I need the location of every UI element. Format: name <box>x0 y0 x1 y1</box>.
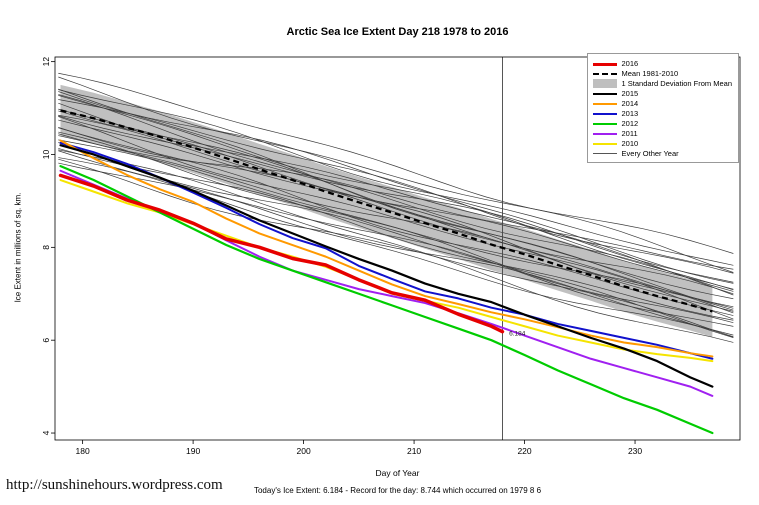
legend-item-2011: 2011 <box>592 128 732 138</box>
legend-swatch-icon <box>592 139 617 148</box>
legend-label: 2015 <box>621 88 639 98</box>
legend-label: Mean 1981-2010 <box>621 68 679 78</box>
legend-item-every-other-year: Every Other Year <box>592 148 732 158</box>
mean-1981-2010-line <box>60 109 713 313</box>
x-axis-ticks: 180 190 200 210 220 230 <box>76 440 642 456</box>
x-tick-label: 200 <box>296 446 310 456</box>
legend-swatch-icon <box>592 59 617 68</box>
y-tick-label: 8 <box>41 245 51 250</box>
x-axis-label: Day of Year <box>375 468 420 478</box>
legend-label: 1 Standard Deviation From Mean <box>621 78 732 88</box>
legend: 2016 Mean 1981-2010 1 Standard Deviation F… <box>586 53 739 163</box>
series-2014 <box>59 139 714 358</box>
plot-border <box>54 56 741 441</box>
legend-label: 2014 <box>621 98 639 108</box>
legend-item-2014: 2014 <box>592 98 732 108</box>
x-tick-label: 220 <box>517 446 531 456</box>
legend-label: 2012 <box>621 118 639 128</box>
legend-item-1-standard-deviation-from-mean: 1 Standard Deviation From Mean <box>592 78 732 88</box>
x-tick-label: 210 <box>407 446 421 456</box>
y-tick-label: 6 <box>41 338 51 343</box>
series-2015 <box>59 144 714 388</box>
legend-swatch-icon <box>592 69 617 78</box>
legend-item-2010: 2010 <box>592 138 732 148</box>
y-tick-label: 10 <box>41 149 51 159</box>
legend-swatch-icon <box>592 99 617 108</box>
site-url: http://sunshinehours.wordpress.com <box>6 477 223 493</box>
series-2012 <box>59 164 714 435</box>
legend-label: 2013 <box>621 108 639 118</box>
legend-swatch-icon <box>592 119 617 128</box>
y-axis-ticks: 4 6 8 10 12 <box>41 57 55 435</box>
legend-item-2013: 2013 <box>592 108 732 118</box>
x-tick-label: 230 <box>628 446 642 456</box>
legend-swatch-icon <box>592 149 617 158</box>
today-value-annotation: 6.184 <box>509 331 526 338</box>
series-2016 <box>58 173 505 334</box>
legend-item-mean-1981-2010: Mean 1981-2010 <box>592 68 732 78</box>
legend-label: 2016 <box>621 58 639 68</box>
legend-label: Every Other Year <box>621 148 679 158</box>
x-tick-label: 180 <box>76 446 90 456</box>
legend-item-2016: 2016 <box>592 58 732 68</box>
x-tick-label: 190 <box>186 446 200 456</box>
y-tick-label: 12 <box>41 57 51 67</box>
legend-swatch-icon <box>592 89 617 98</box>
series-2013 <box>59 141 714 360</box>
legend-swatch-icon <box>592 109 617 118</box>
legend-item-2015: 2015 <box>592 88 732 98</box>
legend-label: 2010 <box>621 138 639 148</box>
y-tick-label: 4 <box>41 430 51 435</box>
y-axis-label: Ice Extent in millions of sq. km. <box>13 192 23 303</box>
legend-swatch-icon <box>592 129 617 138</box>
footer-caption: Today's Ice Extent: 6.184 - Record for t… <box>253 486 542 495</box>
chart-title: Arctic Sea Ice Extent Day 218 1978 to 20… <box>286 26 509 38</box>
legend-item-2012: 2012 <box>592 118 732 128</box>
legend-swatch-icon <box>592 78 617 88</box>
legend-label: 2011 <box>621 128 638 138</box>
